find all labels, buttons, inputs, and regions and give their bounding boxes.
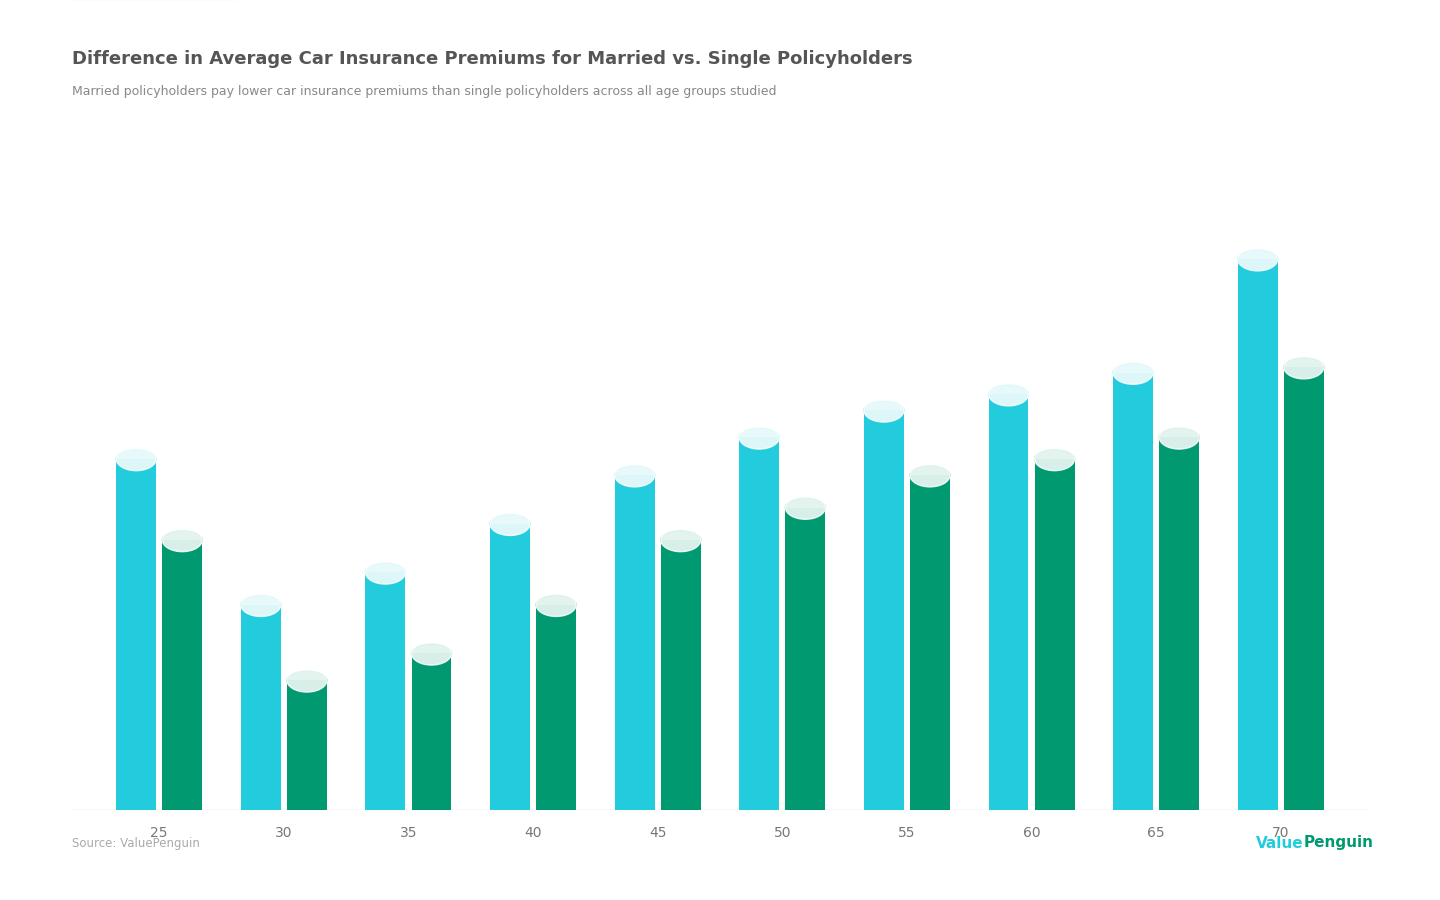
Ellipse shape bbox=[163, 531, 202, 549]
Ellipse shape bbox=[536, 593, 576, 616]
Text: Penguin: Penguin bbox=[1303, 835, 1374, 850]
Ellipse shape bbox=[536, 596, 576, 614]
Bar bbox=[615, 475, 655, 810]
Ellipse shape bbox=[1238, 250, 1277, 268]
Ellipse shape bbox=[910, 464, 950, 487]
Ellipse shape bbox=[117, 447, 156, 471]
Ellipse shape bbox=[1159, 426, 1200, 449]
Ellipse shape bbox=[240, 596, 281, 614]
Ellipse shape bbox=[1159, 428, 1200, 446]
Ellipse shape bbox=[1035, 450, 1074, 468]
Bar bbox=[240, 605, 281, 810]
Ellipse shape bbox=[240, 593, 281, 616]
Bar bbox=[1284, 367, 1323, 810]
Bar bbox=[910, 475, 950, 810]
Ellipse shape bbox=[287, 669, 327, 692]
Ellipse shape bbox=[615, 466, 655, 484]
Ellipse shape bbox=[615, 464, 655, 487]
Ellipse shape bbox=[412, 644, 452, 662]
Bar bbox=[1159, 437, 1200, 810]
Ellipse shape bbox=[117, 450, 156, 468]
Ellipse shape bbox=[988, 385, 1028, 403]
Bar bbox=[864, 410, 904, 810]
Ellipse shape bbox=[1113, 361, 1153, 384]
Ellipse shape bbox=[366, 563, 405, 581]
Ellipse shape bbox=[739, 428, 779, 446]
Ellipse shape bbox=[785, 496, 825, 519]
Ellipse shape bbox=[864, 401, 904, 419]
Bar bbox=[163, 540, 202, 810]
Bar bbox=[412, 653, 452, 810]
Ellipse shape bbox=[864, 399, 904, 422]
Ellipse shape bbox=[910, 466, 950, 484]
Bar bbox=[661, 540, 701, 810]
Ellipse shape bbox=[1238, 248, 1277, 271]
Ellipse shape bbox=[1284, 358, 1323, 376]
Bar bbox=[490, 524, 530, 810]
Ellipse shape bbox=[490, 512, 530, 535]
Bar bbox=[536, 605, 576, 810]
Bar bbox=[117, 459, 156, 810]
Ellipse shape bbox=[490, 515, 530, 533]
Text: Married policyholders pay lower car insurance premiums than single policyholders: Married policyholders pay lower car insu… bbox=[72, 86, 776, 98]
Ellipse shape bbox=[661, 528, 701, 552]
Ellipse shape bbox=[739, 426, 779, 449]
Bar bbox=[1113, 373, 1153, 810]
Text: Source: ValuePenguin: Source: ValuePenguin bbox=[72, 838, 200, 850]
Bar bbox=[988, 394, 1028, 810]
Ellipse shape bbox=[661, 531, 701, 549]
Bar bbox=[287, 680, 327, 810]
Bar bbox=[1035, 459, 1074, 810]
Bar bbox=[1238, 259, 1277, 810]
Ellipse shape bbox=[988, 382, 1028, 406]
Text: Value: Value bbox=[1256, 835, 1303, 850]
Text: Difference in Average Car Insurance Premiums for Married vs. Single Policyholder: Difference in Average Car Insurance Prem… bbox=[72, 50, 913, 68]
Ellipse shape bbox=[163, 528, 202, 552]
Bar bbox=[739, 437, 779, 810]
Ellipse shape bbox=[287, 671, 327, 689]
Ellipse shape bbox=[1113, 364, 1153, 382]
Bar bbox=[366, 572, 405, 810]
Ellipse shape bbox=[785, 499, 825, 517]
Ellipse shape bbox=[366, 561, 405, 584]
Ellipse shape bbox=[1284, 356, 1323, 379]
Ellipse shape bbox=[412, 642, 452, 665]
Ellipse shape bbox=[1035, 447, 1074, 471]
Bar bbox=[785, 508, 825, 810]
